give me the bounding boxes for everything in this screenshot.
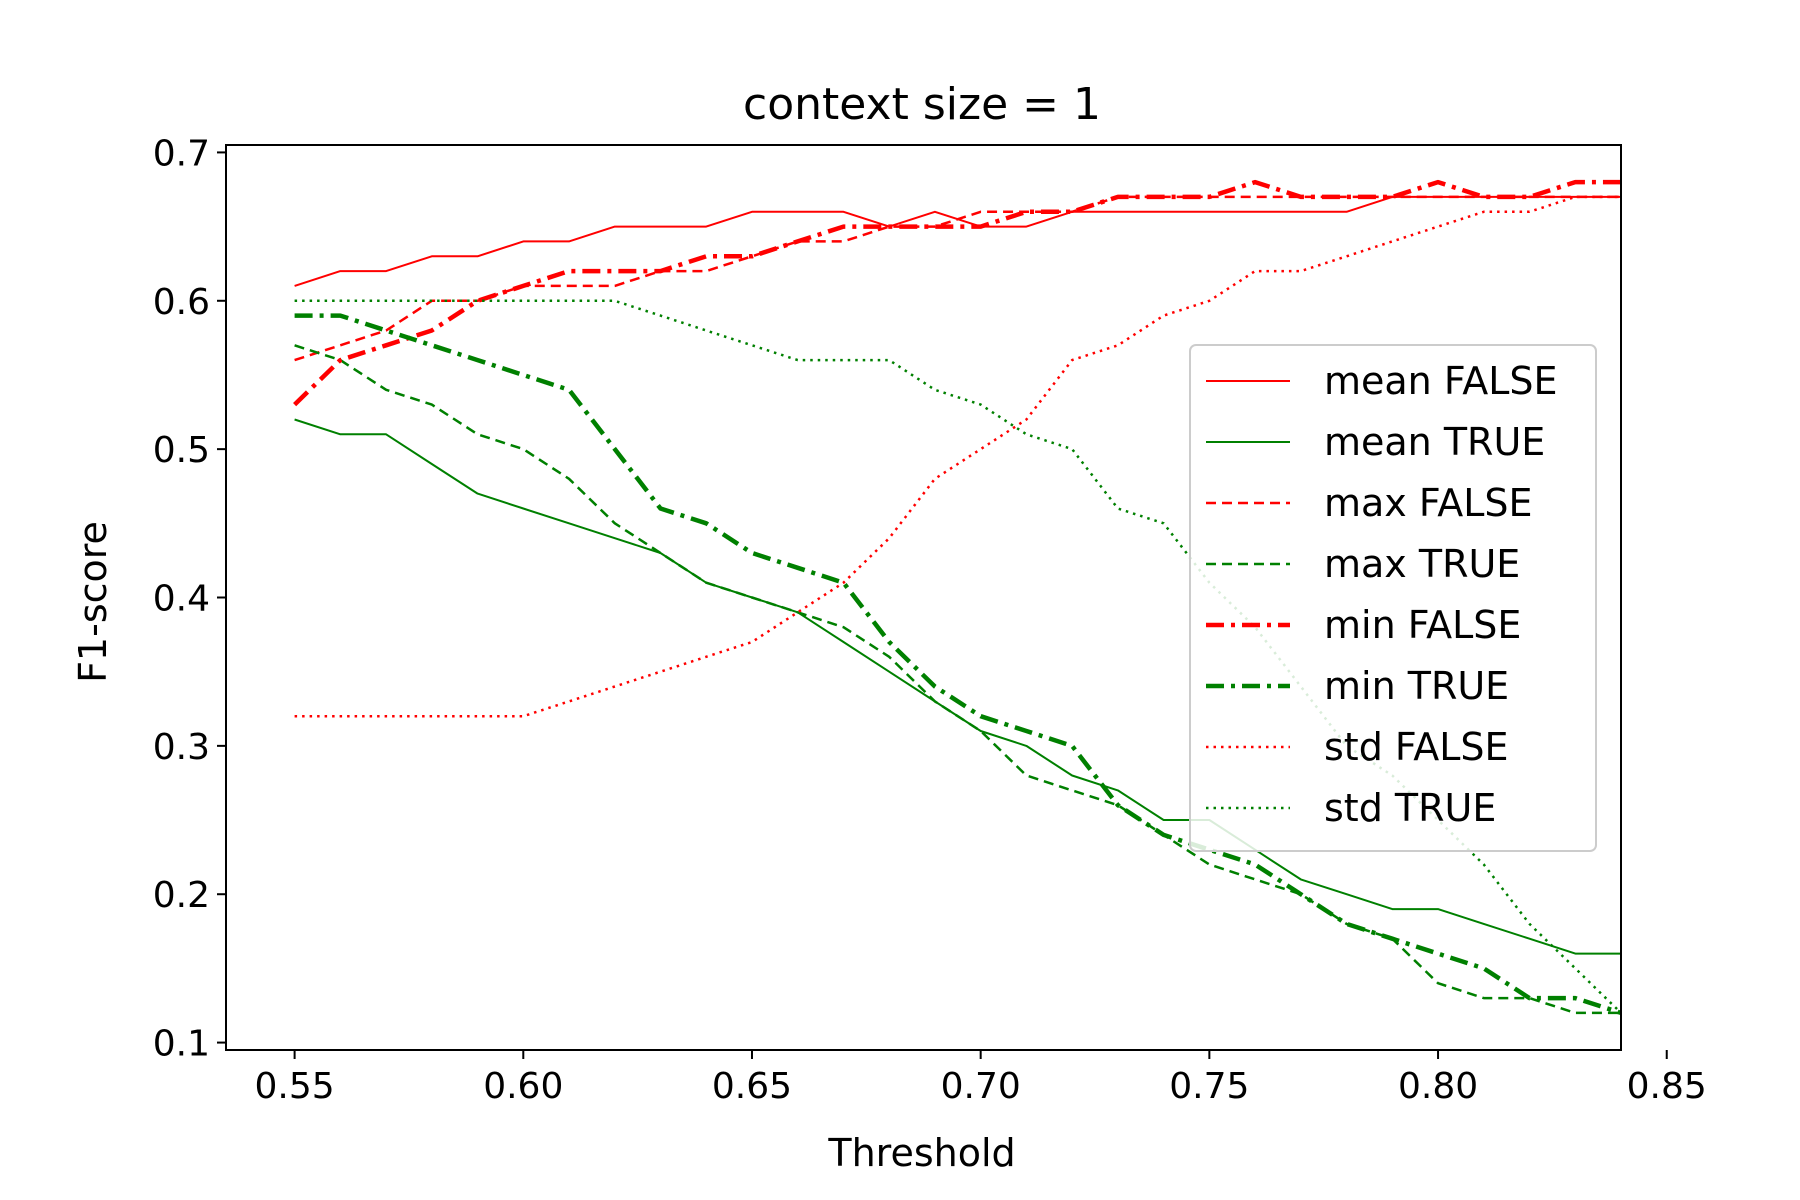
- legend-label: std FALSE: [1324, 725, 1509, 769]
- x-tick-label: 0.75: [1169, 1066, 1249, 1107]
- y-axis-label: F1-score: [71, 521, 115, 683]
- x-tick-label: 0.55: [255, 1066, 335, 1107]
- y-axis: 0.1 0.2 0.3 0.4 0.5 0.6 0.7: [153, 133, 226, 1065]
- series-line-min-true: [294, 313, 1622, 1016]
- legend-label: mean TRUE: [1324, 420, 1545, 464]
- y-tick-label: 0.4: [153, 579, 210, 620]
- x-tick-label: 0.70: [941, 1066, 1021, 1107]
- y-tick-label: 0.2: [153, 875, 210, 916]
- legend: mean FALSE mean TRUE max FALSE max TRUE min …: [1189, 344, 1597, 852]
- x-tick-label: 0.60: [483, 1066, 563, 1107]
- series-line-std-false: [294, 195, 1621, 718]
- series-line-max-true: [294, 344, 1621, 1015]
- x-axis: 0.55 0.60 0.65 0.70 0.75 0.80 0.85: [255, 1050, 1707, 1107]
- chart-title: context size = 1: [743, 79, 1101, 130]
- y-tick-label: 0.7: [153, 133, 210, 174]
- y-tick-label: 0.6: [153, 282, 210, 323]
- x-axis-label: Threshold: [827, 1131, 1015, 1175]
- legend-label: std TRUE: [1324, 786, 1496, 830]
- series-line-std-true: [294, 299, 1622, 1014]
- legend-label: max FALSE: [1324, 481, 1533, 525]
- legend-label: max TRUE: [1324, 542, 1520, 586]
- y-tick-label: 0.1: [153, 1024, 210, 1065]
- x-tick-label: 0.85: [1627, 1066, 1707, 1107]
- series-line-mean-false: [294, 195, 1621, 287]
- legend-label: min TRUE: [1324, 664, 1509, 708]
- x-tick-label: 0.80: [1398, 1066, 1478, 1107]
- legend-label: mean FALSE: [1324, 359, 1558, 403]
- legend-label: min FALSE: [1324, 603, 1521, 647]
- y-tick-label: 0.5: [153, 430, 210, 471]
- x-tick-label: 0.65: [712, 1066, 792, 1107]
- series-layer: [293, 179, 1622, 1016]
- series-line-min-false: [293, 179, 1621, 407]
- y-tick-label: 0.3: [153, 727, 210, 768]
- series-line-max-false: [294, 195, 1621, 362]
- legend-box: [1189, 344, 1597, 852]
